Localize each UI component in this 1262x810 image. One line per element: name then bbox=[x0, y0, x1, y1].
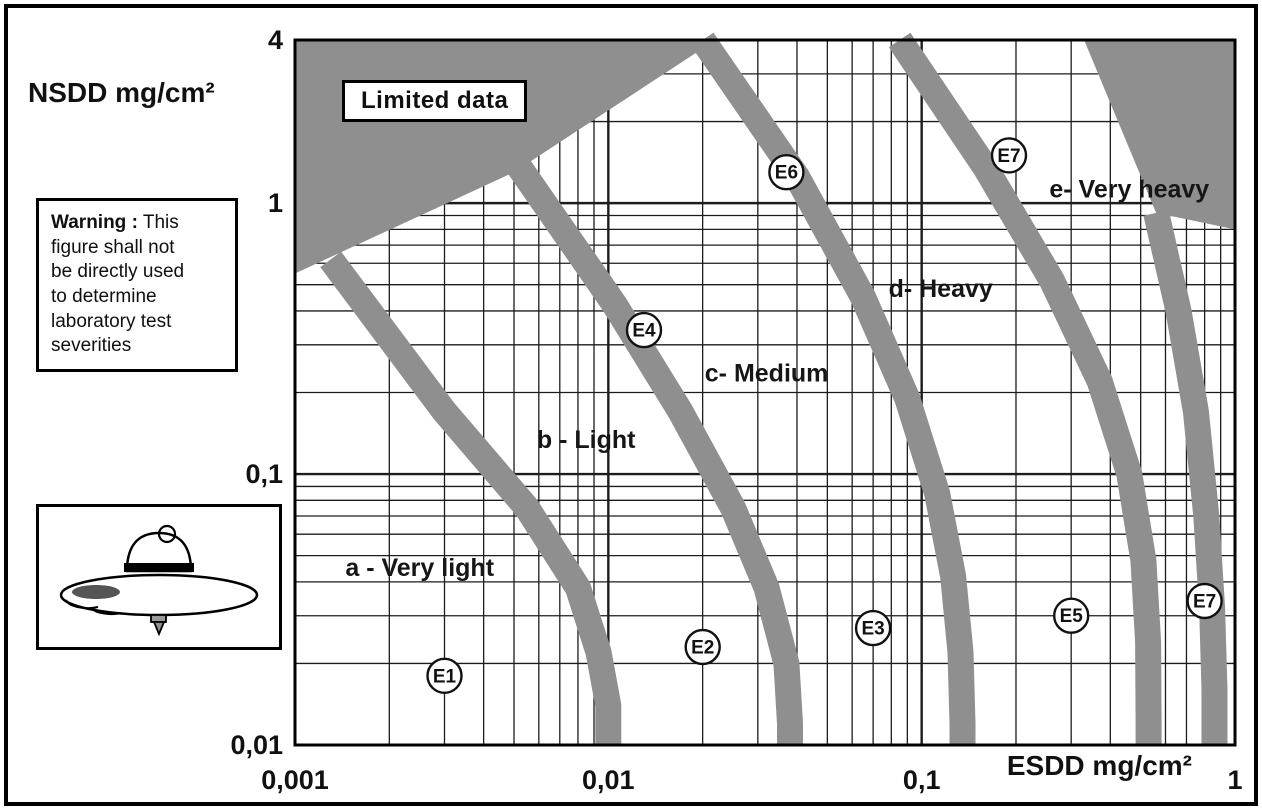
y-tick-label: 1 bbox=[268, 188, 283, 218]
point-label: E3 bbox=[861, 619, 884, 640]
insulator-drawing-icon bbox=[59, 524, 259, 637]
boundary-band-c-d bbox=[691, 32, 976, 745]
insulator-cap-eye bbox=[157, 524, 177, 544]
zone-label-e: e- Very heavy bbox=[1049, 175, 1209, 203]
insulator-cap-band bbox=[124, 563, 194, 572]
point-label: E5 bbox=[1060, 606, 1084, 627]
insulator-rib bbox=[65, 599, 99, 610]
point-label: E1 bbox=[433, 666, 457, 687]
limited-data-box: Limited data bbox=[342, 80, 528, 122]
boundary-band-a-b bbox=[320, 251, 622, 745]
example-point-e1-0: E1 bbox=[426, 657, 463, 694]
insulator-rib bbox=[90, 607, 122, 616]
point-circle bbox=[1186, 582, 1223, 620]
warning-lead-text: Warning : bbox=[51, 212, 138, 233]
point-circle bbox=[426, 657, 463, 694]
point-circle bbox=[990, 137, 1028, 174]
y-tick-label: 0,01 bbox=[230, 730, 283, 760]
point-circle bbox=[684, 628, 721, 666]
plot-frame bbox=[293, 38, 1237, 747]
example-point-e7-6: E7 bbox=[990, 137, 1028, 174]
x-tick-label: 0,001 bbox=[261, 765, 329, 795]
point-label: E7 bbox=[997, 146, 1020, 167]
boundary-band-e-limit bbox=[1143, 210, 1228, 745]
boundary-band-b-c bbox=[503, 151, 803, 745]
example-point-e6-5: E6 bbox=[768, 153, 805, 191]
limited-data-region-top-right bbox=[1084, 40, 1235, 230]
zone-label-a: a - Very light bbox=[345, 554, 494, 582]
insulator-pin-tip bbox=[152, 621, 166, 637]
limited-data-text: Limited data bbox=[361, 87, 509, 114]
insulator-box bbox=[36, 504, 282, 650]
limited-data-region-top-left bbox=[295, 40, 716, 274]
x-tick-label: 1 bbox=[1227, 765, 1242, 795]
zone-label-d: d- Heavy bbox=[889, 275, 993, 303]
x-tick-label: 0,01 bbox=[582, 765, 635, 795]
example-point-e3-2: E3 bbox=[854, 609, 892, 647]
example-point-e5-4: E5 bbox=[1052, 597, 1090, 634]
warning-box: Warning : This figure shall not be direc… bbox=[36, 198, 238, 373]
y-tick-label: 0,1 bbox=[245, 459, 283, 489]
zone-label-c: c- Medium bbox=[705, 359, 829, 387]
point-circle bbox=[1052, 597, 1090, 634]
insulator-pin bbox=[150, 614, 167, 623]
insulator-shading bbox=[72, 585, 120, 599]
example-point-e2-1: E2 bbox=[684, 628, 721, 666]
example-point-e4-3: E4 bbox=[625, 311, 663, 349]
point-label: E4 bbox=[632, 321, 656, 342]
example-point-e7-7: E7 bbox=[1186, 582, 1223, 620]
x-axis-title: ESDD mg/cm² bbox=[1007, 750, 1192, 781]
warning-body-text: This figure shall not be directly used t… bbox=[51, 212, 185, 357]
boundary-band-d-e bbox=[888, 32, 1162, 745]
point-label: E2 bbox=[691, 638, 714, 659]
x-tick-label: 0,1 bbox=[903, 765, 941, 795]
y-axis-title: NSDD mg/cm² bbox=[28, 77, 215, 108]
point-circle bbox=[768, 153, 805, 191]
point-label: E6 bbox=[775, 163, 798, 184]
y-tick-label: 4 bbox=[268, 25, 283, 55]
point-circle bbox=[625, 311, 663, 349]
point-label: E7 bbox=[1193, 592, 1216, 613]
point-circle bbox=[854, 609, 892, 647]
zone-label-b: b - Light bbox=[537, 426, 636, 454]
